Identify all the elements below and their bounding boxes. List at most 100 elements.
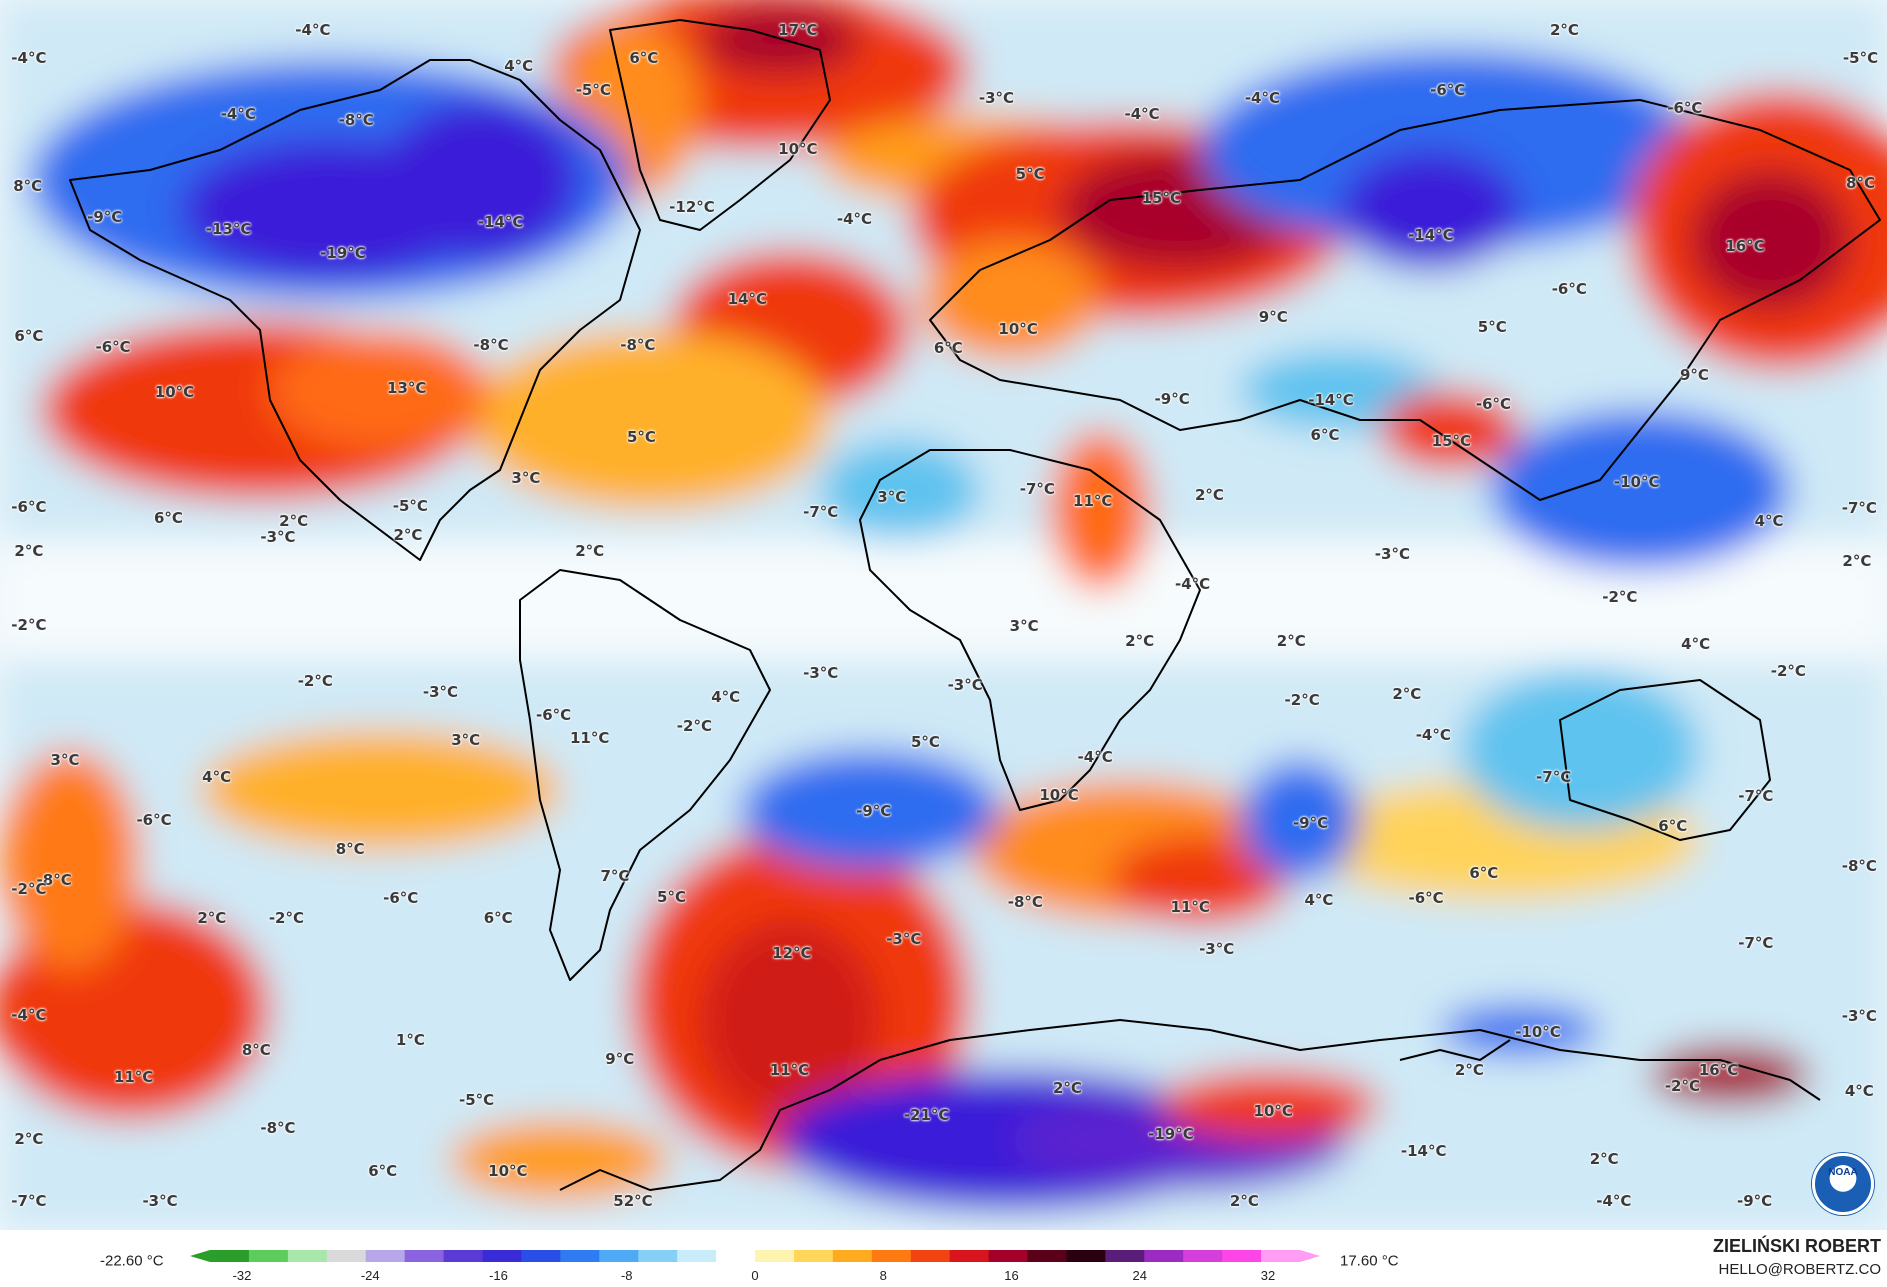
temperature-label: 13°C	[387, 378, 427, 397]
color-scale-step	[521, 1250, 561, 1262]
temperature-label: 6°C	[14, 327, 44, 346]
temperature-label: -5°C	[575, 81, 611, 100]
color-scale-step	[1144, 1250, 1184, 1262]
color-scale-tick: -16	[489, 1268, 508, 1283]
temperature-label: -7°C	[1738, 787, 1774, 806]
temperature-label: 5°C	[657, 888, 686, 907]
temperature-label: 9°C	[1679, 365, 1709, 384]
color-scale	[190, 1250, 1320, 1262]
temperature-anomaly-map: -4°C 17°C 2°C -5°C -4°C 4°C 6°C -5°C -3°C -4°C -6°…	[0, 0, 1887, 1230]
temperature-label: 5°C	[1015, 165, 1045, 184]
color-scale-tick: -24	[360, 1268, 380, 1283]
temperature-label: 10°C	[488, 1162, 528, 1181]
color-scale-step	[871, 1250, 912, 1262]
temperature-label: 4°C	[202, 768, 232, 787]
temperature-label: -4°C	[1415, 726, 1451, 745]
color-scale-tick: 0	[751, 1268, 759, 1283]
temperature-label: 15°C	[1141, 189, 1182, 208]
temperature-label: 10°C	[778, 139, 818, 158]
temperature-label: 9°C	[605, 1050, 635, 1069]
color-scale-step	[677, 1250, 717, 1262]
temperature-label: -6°C	[11, 497, 47, 516]
temperature-label: 11°C	[1073, 491, 1113, 510]
temperature-label: -6°C	[383, 889, 419, 908]
color-scale-step	[638, 1250, 678, 1262]
color-scale-tick: 8	[879, 1268, 887, 1283]
temperature-label: -7°C	[1536, 768, 1572, 787]
temperature-label: 9°C	[1258, 308, 1288, 327]
temperature-label: -4°C	[1175, 574, 1211, 593]
legend-min-value: -22.60 °C	[100, 1252, 164, 1270]
temperature-label: 2°C	[1194, 485, 1224, 504]
color-scale-step	[1183, 1250, 1223, 1262]
color-scale-step	[599, 1250, 639, 1262]
color-scale-tick: -32	[232, 1268, 252, 1283]
temperature-label: -3°C	[1199, 939, 1235, 958]
color-scale-step	[910, 1250, 951, 1262]
temperature-label: -4°C	[220, 105, 256, 124]
temperature-label: -7°C	[803, 502, 839, 521]
temperature-label: 2°C	[575, 542, 605, 561]
temperature-label: -3°C	[978, 89, 1015, 108]
temperature-label: -10°C	[1613, 472, 1660, 491]
temperature-label: -2°C	[1602, 587, 1638, 606]
temperature-label: 5°C	[910, 733, 940, 752]
color-scale-step	[482, 1250, 522, 1262]
temperature-label: 6°C	[1658, 817, 1688, 836]
temperature-label: -9°C	[1154, 389, 1190, 408]
temperature-label: -8°C	[1007, 893, 1043, 912]
color-scale-tick: 32	[1260, 1268, 1276, 1283]
temperature-label: 3°C	[451, 730, 481, 749]
temperature-label: -6°C	[1408, 889, 1444, 908]
temperature-label: 17°C	[778, 21, 818, 40]
temperature-label: -9°C	[856, 801, 892, 820]
color-scale-step	[1027, 1250, 1067, 1262]
temperature-label: 8°C	[241, 1040, 271, 1059]
temperature-label: -6°C	[136, 811, 172, 830]
temperature-label: 2°C	[1229, 1192, 1259, 1211]
color-scale-step	[1066, 1250, 1106, 1262]
temperature-label: -19°C	[1148, 1124, 1194, 1143]
temperature-label: -8°C	[473, 335, 509, 354]
color-scale-step	[404, 1250, 445, 1262]
temperature-label: -4°C	[1596, 1192, 1632, 1211]
temperature-label: 2°C	[1276, 632, 1306, 651]
temperature-label: 2°C	[14, 542, 44, 561]
temperature-label: -6°C	[535, 705, 572, 724]
temperature-label: -7°C	[1019, 479, 1055, 498]
temperature-label: -5°C	[1842, 48, 1879, 67]
temperature-label: -19°C	[320, 244, 366, 263]
temperature-label: 14°C	[727, 290, 768, 309]
temperature-label: -4°C	[1124, 105, 1160, 124]
temperature-label: 10°C	[998, 320, 1038, 339]
temperature-label: 11°C	[569, 728, 610, 747]
temperature-label: 3°C	[1009, 616, 1039, 635]
temperature-label: -4°C	[295, 21, 331, 40]
temperature-label: 6°C	[153, 508, 183, 527]
temperature-label: 15°C	[1431, 431, 1472, 450]
temperature-label: 2°C	[279, 512, 309, 531]
temperature-label: 16°C	[1725, 237, 1765, 256]
temperature-label: 7°C	[600, 866, 630, 885]
temperature-label: 6°C	[1469, 864, 1499, 883]
temperature-label: 2°C	[393, 525, 423, 544]
temperature-label: -8°C	[260, 1118, 296, 1137]
temperature-label: -4°C	[1077, 747, 1113, 766]
temperature-label: -14°C	[477, 213, 524, 232]
temperature-label: -4°C	[11, 48, 47, 67]
temperature-label: 1°C	[395, 1031, 425, 1050]
color-scale-step	[365, 1250, 406, 1262]
temperature-label: 8°C	[13, 177, 43, 196]
color-scale-min-arrow	[190, 1250, 210, 1262]
temperature-label: -14°C	[1408, 226, 1454, 245]
color-scale-step	[832, 1250, 873, 1262]
temperature-label: -3°C	[260, 527, 296, 546]
temperature-label: -7°C	[1841, 499, 1877, 518]
temperature-label: 11°C	[113, 1068, 154, 1087]
temperature-label: 2°C	[1549, 21, 1579, 40]
temperature-label: -3°C	[803, 663, 839, 682]
temperature-label: 3°C	[50, 751, 80, 770]
color-scale-step	[755, 1250, 795, 1262]
temperature-label: 4°C	[504, 57, 534, 76]
temperature-label: 4°C	[1681, 634, 1711, 653]
